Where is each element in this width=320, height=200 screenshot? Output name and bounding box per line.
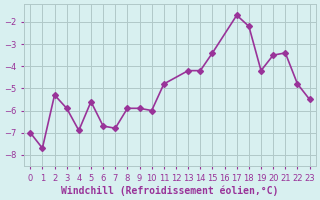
X-axis label: Windchill (Refroidissement éolien,°C): Windchill (Refroidissement éolien,°C): [61, 185, 279, 196]
